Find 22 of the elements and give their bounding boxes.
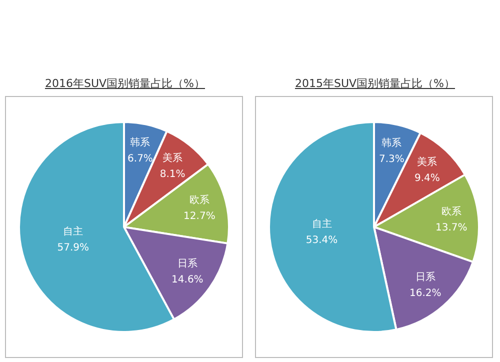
slice-label: 美系 — [417, 156, 438, 168]
slice-label: 欧系 — [189, 194, 210, 206]
data-label: 8.1% — [160, 168, 186, 180]
data-label: 53.4% — [306, 235, 338, 246]
data-label: 16.2% — [409, 288, 442, 299]
data-label: 7.3% — [378, 154, 404, 165]
slice-label: 日系 — [177, 257, 198, 270]
slice-label: 美系 — [162, 152, 183, 164]
data-label: 9.4% — [414, 172, 440, 184]
slice-label: 韩系 — [382, 136, 402, 149]
data-label: 57.9% — [57, 242, 89, 254]
data-label: 6.7% — [128, 154, 153, 165]
slice-label: 自主 — [312, 218, 332, 230]
data-label: 14.6% — [172, 274, 204, 286]
slice-label: 欧系 — [441, 206, 462, 218]
slice-label: 韩系 — [130, 136, 150, 149]
chart-title: 2015年SUV国别销量占比（%） — [294, 76, 456, 91]
data-label: 12.7% — [184, 210, 216, 222]
data-label: 13.7% — [435, 222, 468, 234]
slice-label: 自主 — [63, 225, 84, 238]
slice-label: 日系 — [415, 270, 436, 283]
chart-title: 2016年SUV国别销量占比（%） — [44, 76, 206, 91]
